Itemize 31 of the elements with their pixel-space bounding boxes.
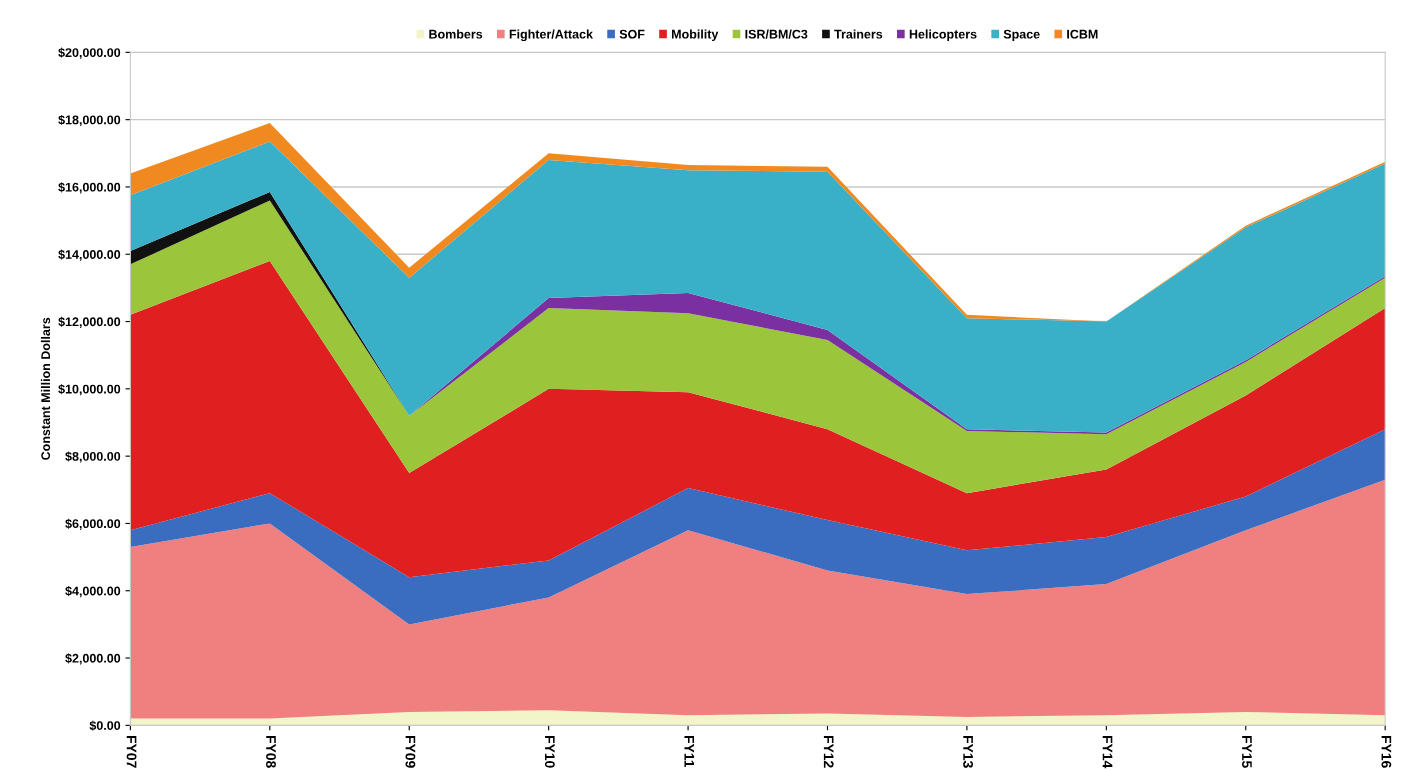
x-tick-label: FY12	[823, 735, 834, 768]
x-tick-label: FY07	[126, 735, 137, 768]
legend-label: ICBM	[1067, 29, 1098, 39]
y-tick-label: $14,000.00	[58, 249, 121, 261]
legend-label: SOF	[619, 29, 645, 39]
y-tick-label: $6,000.00	[65, 518, 121, 530]
y-tick-label: $8,000.00	[65, 451, 121, 463]
x-tick-label: FY13	[963, 735, 974, 768]
legend-label: Helicopters	[909, 29, 977, 42]
y-tick-label: $2,000.00	[65, 653, 121, 665]
legend-label: Space	[1003, 29, 1040, 42]
y-tick-label: $0.00	[89, 720, 121, 731]
x-tick-label: FY08	[266, 735, 276, 768]
y-tick-label: $12,000.00	[58, 316, 121, 329]
y-tick-label: $18,000.00	[58, 114, 121, 127]
legend-label: Fighter/Attack	[509, 29, 593, 42]
legend-label: ISR/BM/C3	[745, 29, 808, 39]
y-tick-label: $4,000.00	[65, 586, 121, 598]
x-tick-label: FY16	[1381, 735, 1392, 768]
legend-label: Mobility	[672, 29, 719, 42]
x-tick-label: FY14	[1102, 735, 1113, 769]
y-axis-title: Constant Million Dollars	[40, 317, 51, 460]
x-tick-label: FY10	[544, 735, 555, 768]
legend-label: Bombers	[429, 29, 483, 39]
x-tick-label: FY11	[684, 735, 695, 768]
x-tick-label: FY09	[405, 735, 416, 768]
legend-label: Trainers	[834, 29, 883, 39]
x-tick-label: FY15	[1242, 735, 1252, 768]
y-tick-label: $16,000.00	[58, 182, 121, 194]
y-tick-label: $20,000.00	[58, 47, 121, 59]
y-tick-label: $10,000.00	[58, 384, 121, 396]
